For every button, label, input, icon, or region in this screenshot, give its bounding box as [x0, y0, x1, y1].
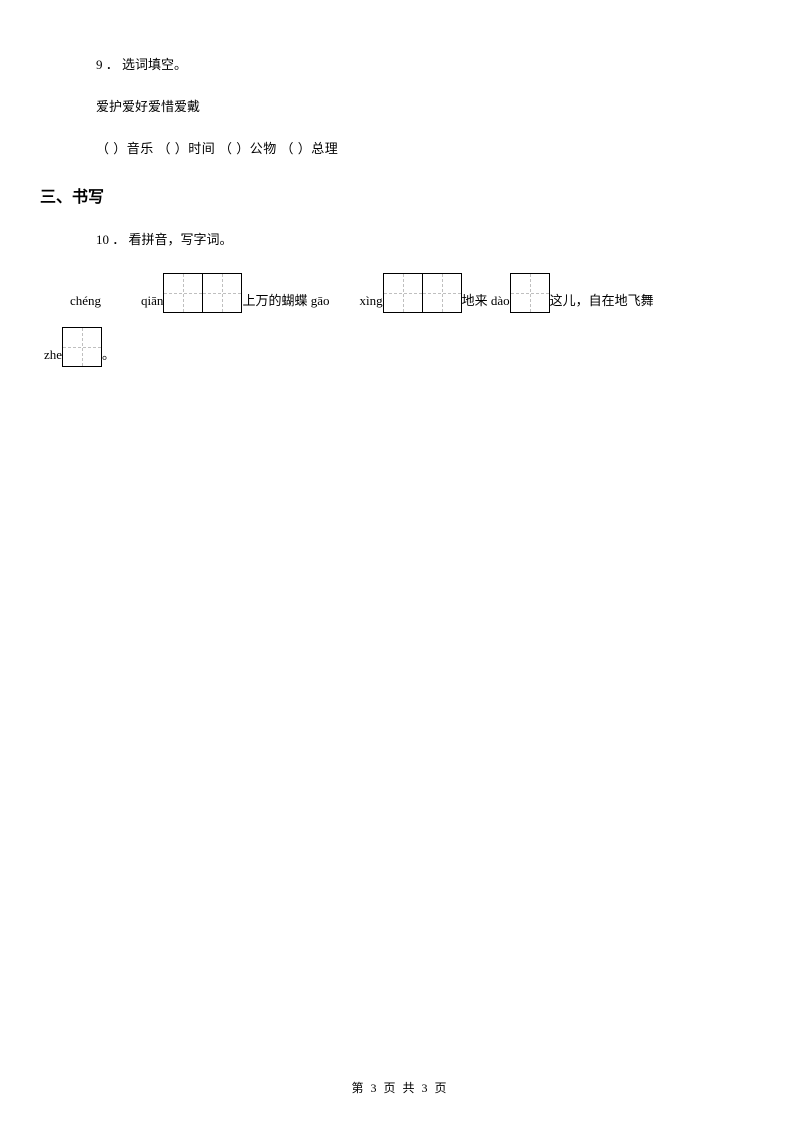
q10-row-1: chéng qiān 上万的蝴蝶 gāo xìng 地来 dào 这儿，自在地飞… — [40, 273, 760, 313]
tian-grid-2 — [163, 273, 242, 313]
q9-words: 爱护爱好爱惜爱戴 — [40, 98, 760, 116]
q9-blanks: （ ）音乐 （ ）时间 （ ）公物 （ ）总理 — [40, 140, 760, 158]
tian-cell — [202, 273, 242, 313]
pinyin-qian: qiān — [141, 293, 163, 313]
tian-cell — [163, 273, 203, 313]
tian-cell — [383, 273, 423, 313]
section-3-heading: 三、书写 — [40, 183, 760, 207]
pinyin-zhe: zhe — [44, 347, 62, 367]
page-footer: 第 3 页 共 3 页 — [0, 1079, 800, 1096]
text-segment-2: 地来 dào — [462, 290, 510, 313]
q9-title: 9 ． 选词填空。 — [40, 56, 760, 74]
tian-grid-1 — [510, 273, 550, 313]
pinyin-xing: xìng — [359, 293, 382, 313]
page-content: 9 ． 选词填空。 爱护爱好爱惜爱戴 （ ）音乐 （ ）时间 （ ）公物 （ ）… — [0, 0, 800, 367]
text-segment-1: 上万的蝴蝶 gāo — [242, 290, 329, 313]
tian-cell — [510, 273, 550, 313]
pinyin-cheng: chéng — [70, 293, 101, 313]
tian-cell — [62, 327, 102, 367]
tian-cell — [422, 273, 462, 313]
q10-title: 10 ． 看拼音，写字词。 — [40, 231, 760, 249]
text-segment-4: 。 — [102, 344, 115, 367]
q10-row-2: zhe 。 — [40, 327, 760, 367]
text-segment-3: 这儿，自在地飞舞 — [550, 290, 654, 313]
tian-grid-1 — [62, 327, 102, 367]
tian-grid-2 — [383, 273, 462, 313]
